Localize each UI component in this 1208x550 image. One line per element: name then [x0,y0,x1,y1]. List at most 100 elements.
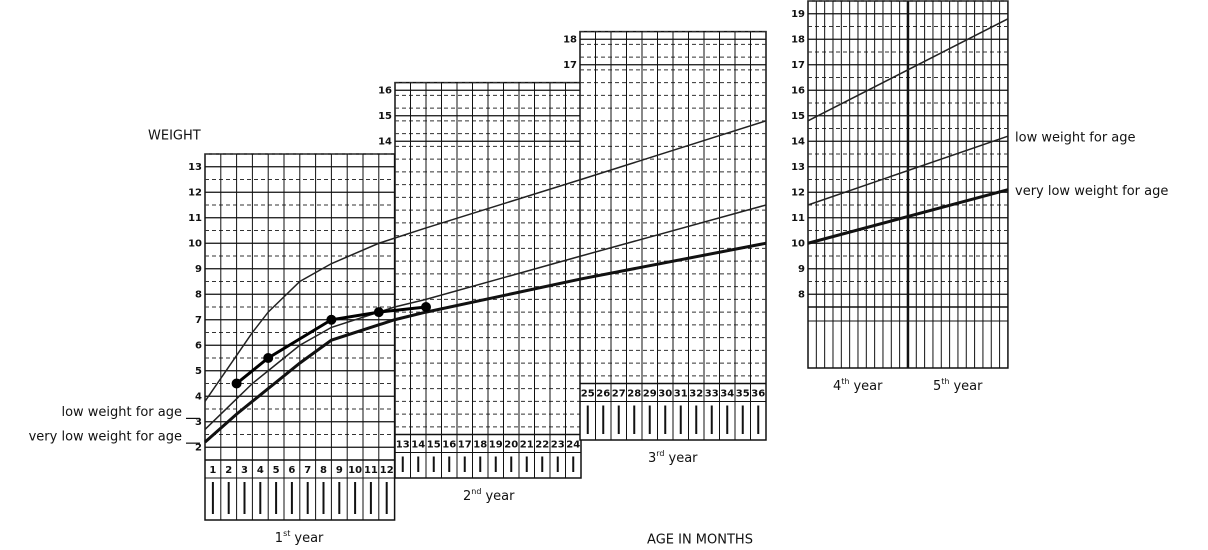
y-tick-label: 6 [195,340,202,351]
y-axis-label: WEIGHT [148,129,201,144]
x-tick-label: 19 [489,440,503,451]
x-tick-label: 8 [320,465,327,476]
growth-chart: WEIGHT AGE IN MONTHS 2345678910111213123… [0,0,1208,550]
x-tick-label: 32 [689,389,703,400]
year-word: year [953,379,983,394]
x-tick-label: 7 [304,465,311,476]
x-tick-label: 2 [225,465,232,476]
y-tick-label: 8 [798,289,805,300]
y-tick-label: 12 [188,187,202,198]
x-tick-label: 16 [442,440,456,451]
y-tick-label: 17 [563,60,577,71]
x-tick-label: 35 [736,389,750,400]
x-tick-label: 9 [336,465,343,476]
y-tick-label: 2 [195,442,202,453]
y-tick-label: 15 [378,111,392,122]
x-tick-label: 18 [473,440,487,451]
y-tick-label: 16 [791,85,805,96]
y-tick-label: 17 [791,60,805,71]
x-tick-label: 21 [520,440,534,451]
panel: 8 9 10 11 12 13 14 15 16 17 18 19 [791,1,1008,368]
y-tick-label: 4 [195,391,202,402]
x-tick-label: 13 [396,440,410,451]
x-tick-label: 27 [612,389,626,400]
curve-label: low weight for age [61,405,182,420]
year-word: year [669,451,699,466]
x-tick-label: 34 [720,389,734,400]
year-number: 2 [463,489,471,504]
year-word: year [853,379,883,394]
year-suffix: th [941,377,949,386]
curve-label: low weight for age [1015,131,1136,146]
x-tick-label: 20 [504,440,518,451]
y-tick-label: 19 [791,9,805,20]
child-point [263,353,273,363]
x-tick-label: 23 [551,440,565,451]
x-tick-label: 30 [658,389,672,400]
year-suffix: nd [471,487,481,496]
x-tick-label: 24 [566,440,580,451]
x-tick-label: 26 [596,389,610,400]
y-tick-label: 15 [791,111,805,122]
y-tick-label: 13 [791,162,805,173]
year-number: 1 [275,531,283,546]
x-tick-label: 3 [241,465,248,476]
year-number: 3 [648,451,656,466]
x-axis-label: AGE IN MONTHS [647,533,753,548]
curve-label: very low weight for age [1015,184,1168,199]
y-tick-label: 18 [791,34,805,45]
y-tick-label: 16 [378,85,392,96]
y-tick-label: 9 [195,264,202,275]
x-tick-label: 6 [288,465,295,476]
y-tick-label: 10 [791,238,805,249]
x-tick-label: 17 [458,440,472,451]
y-tick-label: 11 [188,213,202,224]
x-tick-label: 22 [535,440,549,451]
year-suffix: th [841,377,849,386]
y-tick-label: 10 [188,238,202,249]
x-tick-label: 5 [273,465,280,476]
child-point [374,307,384,317]
y-tick-label: 13 [188,162,202,173]
x-tick-label: 10 [348,465,362,476]
x-tick-label: 33 [705,389,719,400]
x-tick-label: 4 [257,465,264,476]
x-tick-label: 29 [643,389,657,400]
year-suffix: rd [656,449,664,458]
y-tick-label: 8 [195,289,202,300]
y-tick-label: 7 [195,315,202,326]
y-tick-label: 18 [563,34,577,45]
year-number: 5 [933,379,941,394]
year-number: 4 [833,379,841,394]
child-point [326,315,336,325]
child-point [232,379,242,389]
x-tick-label: 25 [581,389,595,400]
year-suffix: st [283,529,290,538]
y-tick-label: 5 [195,366,202,377]
curve-label: very low weight for age [29,430,182,445]
x-tick-label: 14 [411,440,425,451]
x-tick-label: 28 [627,389,641,400]
y-tick-label: 14 [378,136,392,147]
y-tick-label: 11 [791,213,805,224]
x-tick-label: 36 [751,389,765,400]
y-tick-label: 14 [791,136,805,147]
year-word: year [294,531,324,546]
y-tick-label: 9 [798,264,805,275]
x-tick-label: 1 [209,465,216,476]
x-tick-label: 15 [427,440,441,451]
year-word: year [485,489,515,504]
x-tick-label: 11 [364,465,378,476]
x-tick-label: 31 [674,389,688,400]
x-tick-label: 12 [380,465,394,476]
y-tick-label: 12 [791,187,805,198]
child-point [421,302,431,312]
